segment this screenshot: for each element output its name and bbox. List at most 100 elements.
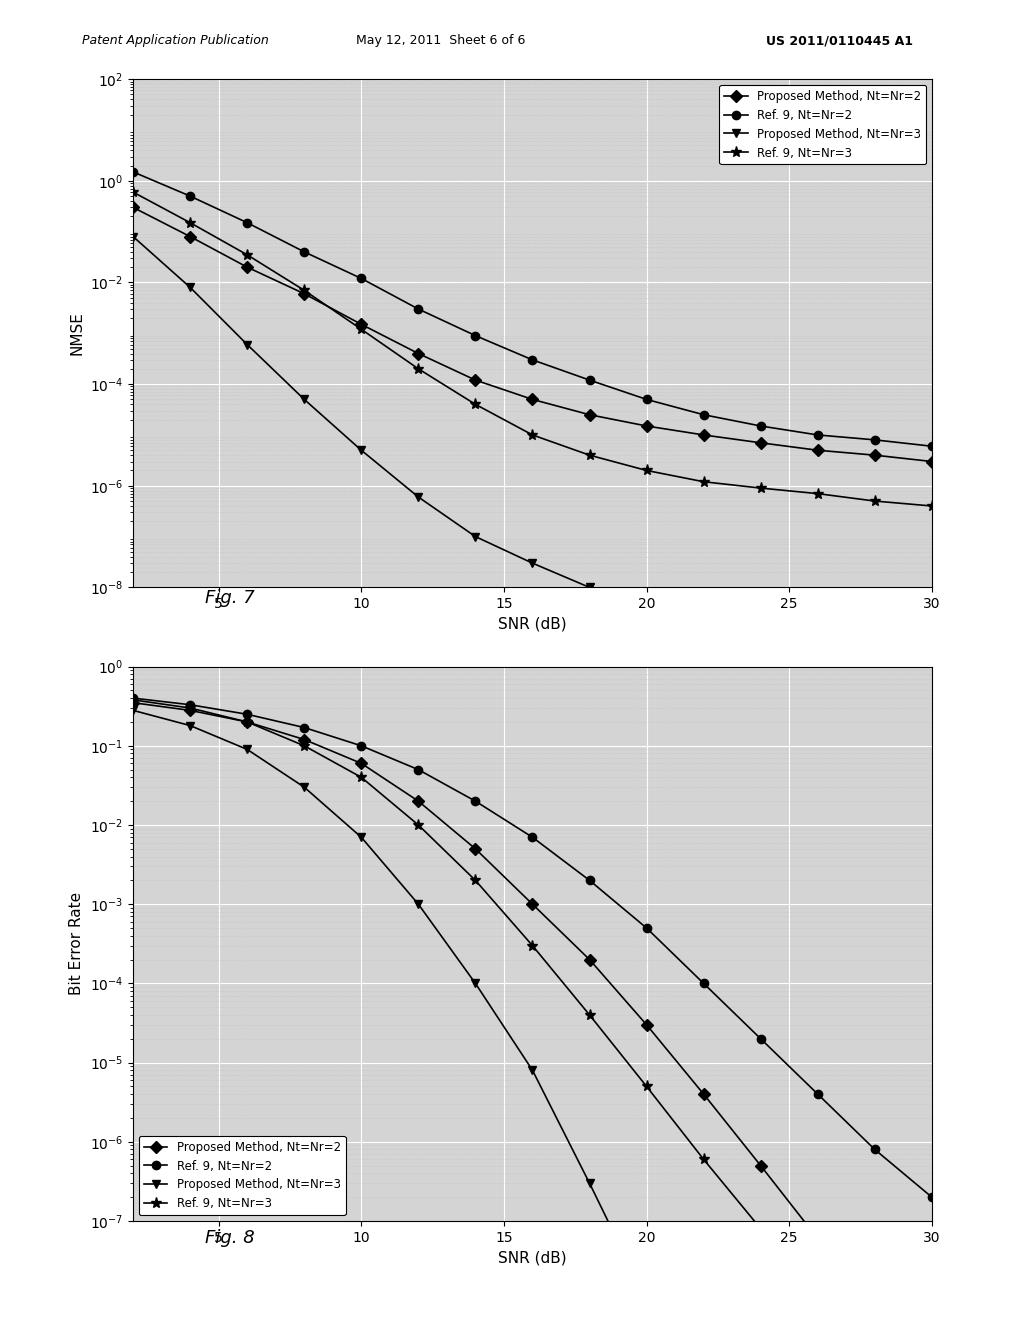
Proposed Method, Nt=Nr=2 — [812, 442, 824, 458]
Ref. 9, Nt=Nr=3 — [697, 1151, 710, 1167]
Proposed Method, Nt=Nr=3 — [184, 718, 197, 734]
Proposed Method, Nt=Nr=2 — [584, 952, 596, 968]
Ref. 9, Nt=Nr=2 — [584, 372, 596, 388]
Ref. 9, Nt=Nr=3 — [812, 1292, 824, 1308]
Ref. 9, Nt=Nr=3 — [868, 494, 881, 510]
Line: Proposed Method, Nt=Nr=2: Proposed Method, Nt=Nr=2 — [129, 203, 936, 466]
Ref. 9, Nt=Nr=3 — [241, 714, 253, 730]
Ref. 9, Nt=Nr=2 — [868, 432, 881, 447]
Ref. 9, Nt=Nr=3 — [526, 426, 539, 442]
Ref. 9, Nt=Nr=2 — [526, 352, 539, 368]
Ref. 9, Nt=Nr=2 — [355, 738, 368, 754]
Ref. 9, Nt=Nr=3 — [241, 247, 253, 263]
Proposed Method, Nt=Nr=2 — [926, 454, 938, 470]
Ref. 9, Nt=Nr=2 — [812, 426, 824, 442]
Proposed Method, Nt=Nr=3 — [526, 556, 539, 572]
Proposed Method, Nt=Nr=3 — [184, 280, 197, 296]
Ref. 9, Nt=Nr=3 — [584, 1007, 596, 1023]
Ref. 9, Nt=Nr=3 — [298, 738, 310, 754]
Proposed Method, Nt=Nr=2 — [640, 1016, 652, 1032]
Text: Fig. 7: Fig. 7 — [205, 589, 255, 607]
Y-axis label: Bit Error Rate: Bit Error Rate — [70, 892, 84, 995]
Proposed Method, Nt=Nr=2 — [469, 372, 481, 388]
Proposed Method, Nt=Nr=3 — [241, 742, 253, 758]
Legend: Proposed Method, Nt=Nr=2, Ref. 9, Nt=Nr=2, Proposed Method, Nt=Nr=3, Ref. 9, Nt=: Proposed Method, Nt=Nr=2, Ref. 9, Nt=Nr=… — [139, 1137, 346, 1216]
Ref. 9, Nt=Nr=2 — [413, 301, 425, 317]
Proposed Method, Nt=Nr=3 — [526, 1063, 539, 1078]
Proposed Method, Nt=Nr=2 — [355, 317, 368, 333]
Ref. 9, Nt=Nr=3 — [127, 692, 139, 708]
Ref. 9, Nt=Nr=2 — [127, 164, 139, 180]
Ref. 9, Nt=Nr=3 — [469, 396, 481, 412]
Proposed Method, Nt=Nr=3 — [584, 579, 596, 595]
Proposed Method, Nt=Nr=3 — [298, 392, 310, 408]
Ref. 9, Nt=Nr=3 — [812, 486, 824, 502]
Proposed Method, Nt=Nr=2 — [184, 702, 197, 718]
Ref. 9, Nt=Nr=2 — [640, 920, 652, 936]
Line: Proposed Method, Nt=Nr=3: Proposed Method, Nt=Nr=3 — [129, 706, 936, 1320]
Ref. 9, Nt=Nr=3 — [755, 480, 767, 496]
Ref. 9, Nt=Nr=3 — [184, 215, 197, 231]
Proposed Method, Nt=Nr=3 — [640, 1292, 652, 1308]
Ref. 9, Nt=Nr=3 — [413, 360, 425, 376]
Ref. 9, Nt=Nr=2 — [526, 829, 539, 845]
Ref. 9, Nt=Nr=2 — [184, 189, 197, 205]
Ref. 9, Nt=Nr=2 — [413, 762, 425, 777]
Ref. 9, Nt=Nr=3 — [469, 873, 481, 888]
Proposed Method, Nt=Nr=3 — [926, 672, 938, 688]
Ref. 9, Nt=Nr=2 — [469, 793, 481, 809]
Ref. 9, Nt=Nr=2 — [241, 706, 253, 722]
Ref. 9, Nt=Nr=3 — [640, 462, 652, 478]
Text: Patent Application Publication: Patent Application Publication — [82, 34, 268, 48]
Ref. 9, Nt=Nr=3 — [355, 770, 368, 785]
Ref. 9, Nt=Nr=2 — [355, 271, 368, 286]
Line: Proposed Method, Nt=Nr=3: Proposed Method, Nt=Nr=3 — [129, 232, 936, 684]
Proposed Method, Nt=Nr=3 — [298, 779, 310, 795]
Ref. 9, Nt=Nr=2 — [697, 975, 710, 991]
Proposed Method, Nt=Nr=3 — [868, 657, 881, 673]
Proposed Method, Nt=Nr=2 — [298, 731, 310, 747]
Ref. 9, Nt=Nr=2 — [584, 873, 596, 888]
Ref. 9, Nt=Nr=3 — [697, 474, 710, 490]
Ref. 9, Nt=Nr=3 — [184, 700, 197, 715]
X-axis label: SNR (dB): SNR (dB) — [498, 616, 567, 632]
Ref. 9, Nt=Nr=3 — [413, 817, 425, 833]
Ref. 9, Nt=Nr=2 — [755, 1031, 767, 1047]
Text: Fig. 8: Fig. 8 — [205, 1229, 255, 1247]
Text: US 2011/0110445 A1: US 2011/0110445 A1 — [766, 34, 913, 48]
Ref. 9, Nt=Nr=2 — [926, 1189, 938, 1205]
Proposed Method, Nt=Nr=3 — [241, 337, 253, 352]
Proposed Method, Nt=Nr=3 — [697, 615, 710, 631]
Proposed Method, Nt=Nr=3 — [127, 702, 139, 718]
Ref. 9, Nt=Nr=2 — [755, 418, 767, 434]
Proposed Method, Nt=Nr=2 — [355, 755, 368, 771]
Proposed Method, Nt=Nr=2 — [755, 1158, 767, 1173]
Proposed Method, Nt=Nr=2 — [868, 447, 881, 463]
Ref. 9, Nt=Nr=2 — [697, 407, 710, 422]
Ref. 9, Nt=Nr=2 — [868, 1142, 881, 1158]
Text: May 12, 2011  Sheet 6 of 6: May 12, 2011 Sheet 6 of 6 — [355, 34, 525, 48]
Proposed Method, Nt=Nr=2 — [127, 694, 139, 710]
Proposed Method, Nt=Nr=2 — [526, 896, 539, 912]
Ref. 9, Nt=Nr=3 — [640, 1078, 652, 1094]
Proposed Method, Nt=Nr=3 — [812, 642, 824, 657]
Ref. 9, Nt=Nr=2 — [298, 244, 310, 260]
Proposed Method, Nt=Nr=3 — [584, 1175, 596, 1191]
Ref. 9, Nt=Nr=3 — [355, 321, 368, 337]
Proposed Method, Nt=Nr=3 — [355, 829, 368, 845]
Ref. 9, Nt=Nr=3 — [526, 937, 539, 953]
Ref. 9, Nt=Nr=2 — [184, 697, 197, 713]
Proposed Method, Nt=Nr=2 — [755, 434, 767, 450]
Ref. 9, Nt=Nr=3 — [926, 498, 938, 513]
Ref. 9, Nt=Nr=2 — [298, 719, 310, 735]
Proposed Method, Nt=Nr=3 — [413, 896, 425, 912]
Proposed Method, Nt=Nr=3 — [640, 595, 652, 611]
Proposed Method, Nt=Nr=3 — [413, 490, 425, 506]
Proposed Method, Nt=Nr=2 — [697, 426, 710, 442]
Ref. 9, Nt=Nr=2 — [469, 327, 481, 343]
Ref. 9, Nt=Nr=2 — [926, 438, 938, 454]
Proposed Method, Nt=Nr=2 — [298, 286, 310, 302]
Proposed Method, Nt=Nr=2 — [241, 259, 253, 275]
X-axis label: SNR (dB): SNR (dB) — [498, 1250, 567, 1266]
Proposed Method, Nt=Nr=2 — [526, 392, 539, 408]
